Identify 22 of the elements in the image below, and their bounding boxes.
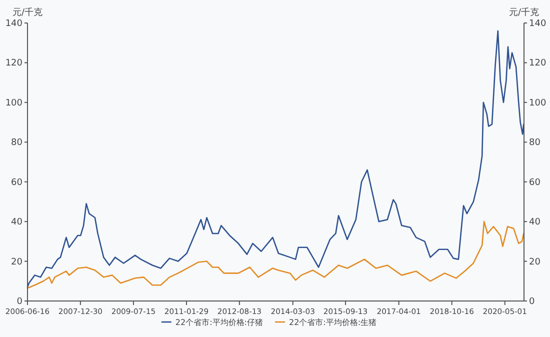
legend-label: 22个省市:平均价格:仔猪 bbox=[175, 318, 263, 327]
y-tick-label: 20 bbox=[11, 257, 23, 268]
y2-axis-title: 元/千克 bbox=[508, 7, 539, 18]
y2-tick-label: 120 bbox=[529, 58, 546, 69]
y2-tick-label: 140 bbox=[529, 19, 546, 29]
y2-tick-label: 0 bbox=[529, 297, 535, 307]
line-series bbox=[26, 220, 524, 289]
y-tick-label: 140 bbox=[5, 19, 23, 29]
y2-tick-label: 20 bbox=[529, 257, 541, 268]
y-axis-title: 元/千克 bbox=[12, 7, 43, 18]
y2-tick-label: 80 bbox=[529, 138, 541, 148]
y-tick-label: 0 bbox=[16, 297, 23, 307]
y-tick-label: 60 bbox=[11, 178, 23, 188]
y2-tick-label: 60 bbox=[529, 178, 541, 188]
y2-tick-label: 40 bbox=[529, 218, 541, 228]
y-tick-label: 120 bbox=[5, 58, 23, 69]
y-tick-label: 40 bbox=[11, 218, 23, 228]
y2-tick-label: 100 bbox=[529, 98, 546, 108]
y-tick-label: 80 bbox=[11, 138, 23, 148]
y-tick-label: 100 bbox=[5, 98, 23, 108]
line-series bbox=[26, 30, 524, 288]
legend-label: 22个省市:平均价格:生猪 bbox=[289, 318, 377, 327]
